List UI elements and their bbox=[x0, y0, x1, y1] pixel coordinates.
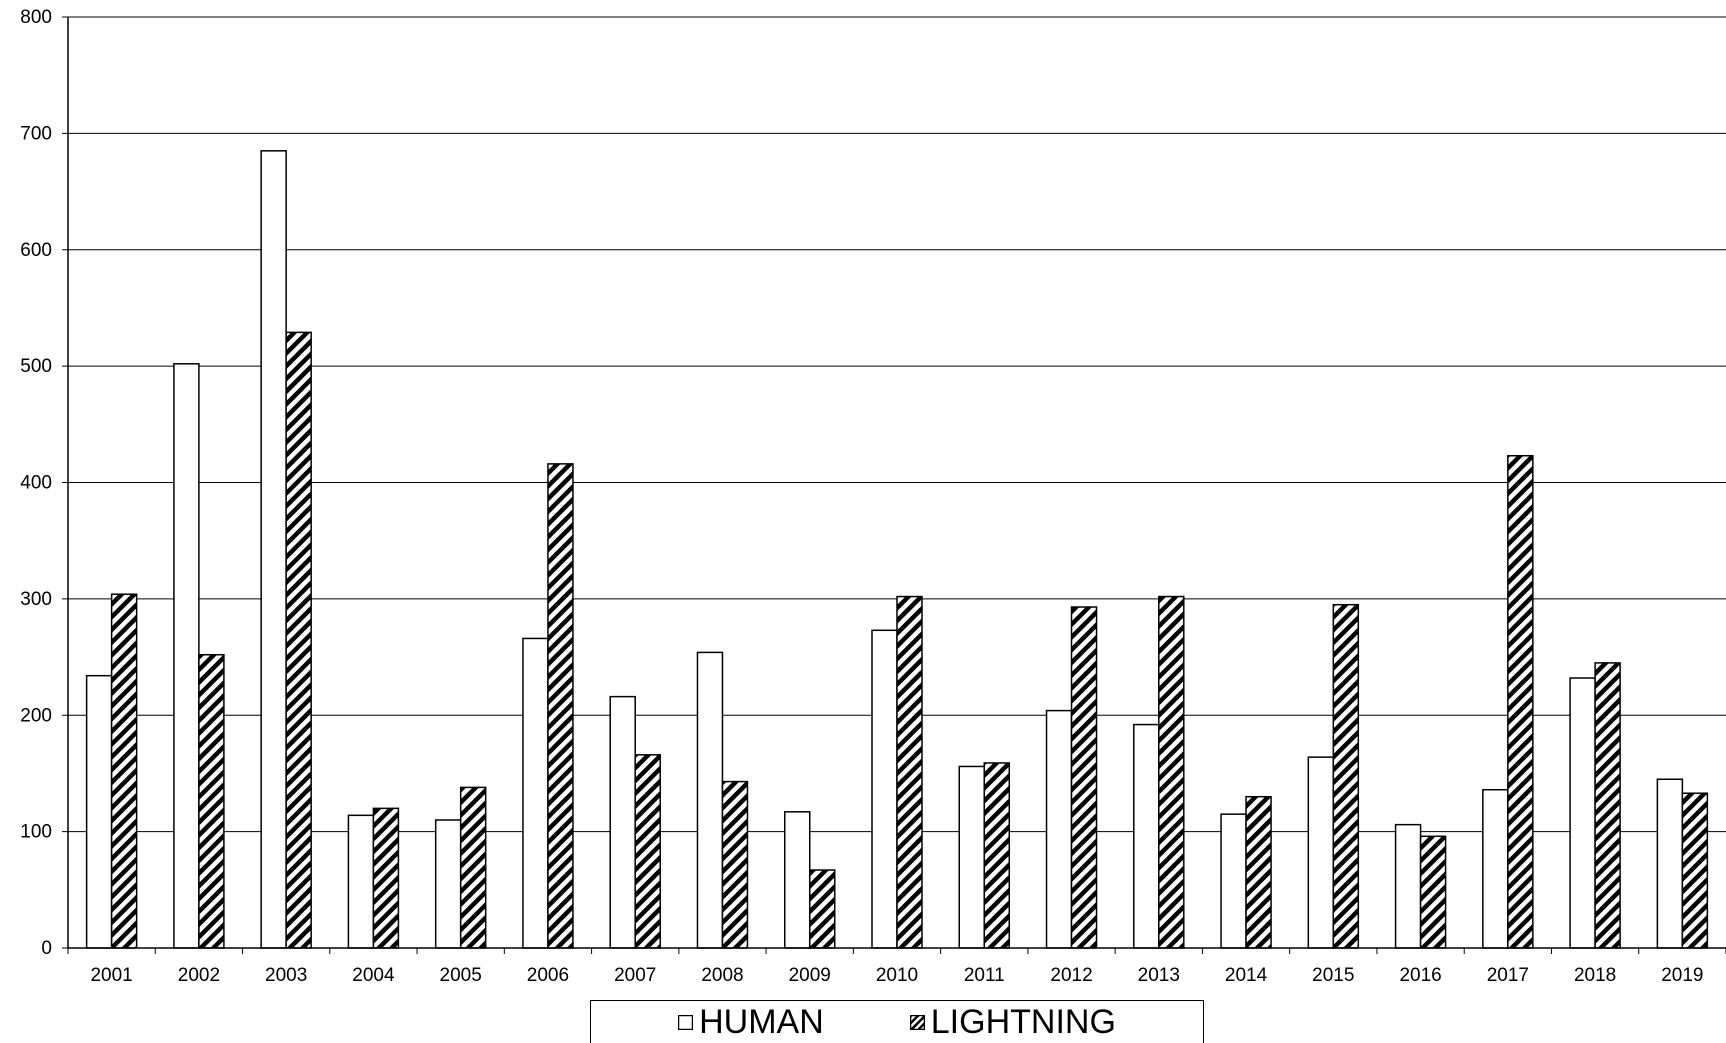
y-tick-label: 100 bbox=[20, 822, 52, 843]
bar-human-2010 bbox=[871, 629, 898, 949]
x-tick-label: 2001 bbox=[90, 965, 132, 986]
legend: HUMAN LIGHTNING bbox=[590, 1000, 1204, 1043]
bar-human-2009 bbox=[783, 811, 811, 949]
bar-lightning-2008 bbox=[721, 780, 749, 949]
bar-human-2007 bbox=[609, 695, 636, 949]
bar-lightning-2006 bbox=[547, 463, 574, 949]
axes bbox=[62, 16, 1726, 954]
bar-lightning-2011 bbox=[983, 762, 1011, 949]
legend-swatch-lightning bbox=[909, 1014, 925, 1030]
bar-human-2002 bbox=[173, 363, 200, 949]
bar-lightning-2009 bbox=[808, 869, 836, 949]
x-tick-label: 2008 bbox=[701, 965, 743, 986]
bar-lightning-2010 bbox=[896, 595, 923, 949]
x-tick-label: 2017 bbox=[1487, 965, 1529, 986]
bar-human-2013 bbox=[1133, 723, 1160, 949]
bar-lightning-2018 bbox=[1594, 662, 1621, 949]
x-tick-label: 2003 bbox=[265, 965, 307, 986]
y-tick-label: 500 bbox=[20, 356, 52, 377]
y-tick-label: 300 bbox=[20, 589, 52, 610]
y-tick-labels: 0 100 200 300 400 500 600 700 800 bbox=[20, 7, 52, 959]
bar-lightning-2017 bbox=[1507, 454, 1534, 949]
y-tick-label: 800 bbox=[20, 7, 52, 28]
y-tick-label: 600 bbox=[20, 240, 52, 261]
bar-human-2018 bbox=[1569, 677, 1596, 949]
bar-lightning-2003 bbox=[285, 331, 312, 949]
y-tick-label: 200 bbox=[20, 705, 52, 726]
bar-lightning-2016 bbox=[1419, 835, 1447, 949]
x-tick-label: 2005 bbox=[440, 965, 482, 986]
bar-lightning-2005 bbox=[459, 786, 487, 949]
x-tick-label: 2002 bbox=[178, 965, 220, 986]
y-tick-label: 0 bbox=[41, 938, 52, 959]
legend-swatch-human bbox=[678, 1014, 694, 1030]
legend-label-human: HUMAN bbox=[699, 1003, 824, 1041]
bar-lightning-2015 bbox=[1332, 603, 1360, 949]
bar-human-2015 bbox=[1307, 756, 1335, 949]
bar-lightning-2019 bbox=[1681, 792, 1709, 949]
x-tick-label: 2011 bbox=[964, 965, 1005, 986]
bar-human-2017 bbox=[1482, 788, 1509, 949]
y-tick-label: 700 bbox=[20, 123, 52, 144]
x-tick-label: 2006 bbox=[527, 965, 569, 986]
bar-lightning-2013 bbox=[1158, 595, 1185, 949]
bar-human-2011 bbox=[958, 765, 986, 949]
x-tick-label: 2012 bbox=[1050, 965, 1092, 986]
y-tick-label: 400 bbox=[20, 473, 52, 494]
bar-human-2008 bbox=[696, 651, 724, 949]
x-tick-label: 2015 bbox=[1312, 965, 1354, 986]
legend-item-human: HUMAN bbox=[678, 1005, 824, 1039]
x-tick-label: 2004 bbox=[352, 965, 395, 986]
bar-lightning-2014 bbox=[1245, 795, 1272, 949]
legend-item-lightning: LIGHTNING bbox=[909, 1003, 1116, 1041]
x-tick-label: 2014 bbox=[1225, 965, 1268, 986]
bar-human-2001 bbox=[85, 674, 113, 949]
x-tick-label: 2007 bbox=[614, 965, 656, 986]
bar-human-2004 bbox=[347, 814, 375, 949]
bars bbox=[85, 150, 1709, 949]
bar-lightning-2004 bbox=[372, 807, 400, 949]
bar-lightning-2002 bbox=[198, 653, 225, 949]
bar-human-2012 bbox=[1045, 709, 1073, 949]
bar-lightning-2001 bbox=[110, 593, 138, 949]
bar-human-2016 bbox=[1394, 823, 1422, 949]
bar-human-2005 bbox=[434, 819, 462, 949]
bar-lightning-2007 bbox=[634, 754, 661, 949]
bar-human-2003 bbox=[260, 150, 287, 949]
x-tick-label: 2019 bbox=[1661, 965, 1703, 986]
x-tick-label: 2010 bbox=[876, 965, 918, 986]
x-tick-label: 2013 bbox=[1138, 965, 1180, 986]
x-tick-label: 2016 bbox=[1399, 965, 1441, 986]
bar-human-2006 bbox=[522, 637, 549, 949]
x-tick-label: 2009 bbox=[789, 965, 831, 986]
legend-label-lightning: LIGHTNING bbox=[930, 1003, 1116, 1041]
bar-lightning-2012 bbox=[1070, 606, 1098, 949]
x-tick-labels: 2001 2002 2003 2004 2005 2006 2007 2008 2009 2010… bbox=[90, 965, 1703, 986]
bar-human-2014 bbox=[1220, 813, 1247, 949]
x-tick-label: 2018 bbox=[1574, 965, 1616, 986]
bar-human-2019 bbox=[1656, 778, 1684, 949]
